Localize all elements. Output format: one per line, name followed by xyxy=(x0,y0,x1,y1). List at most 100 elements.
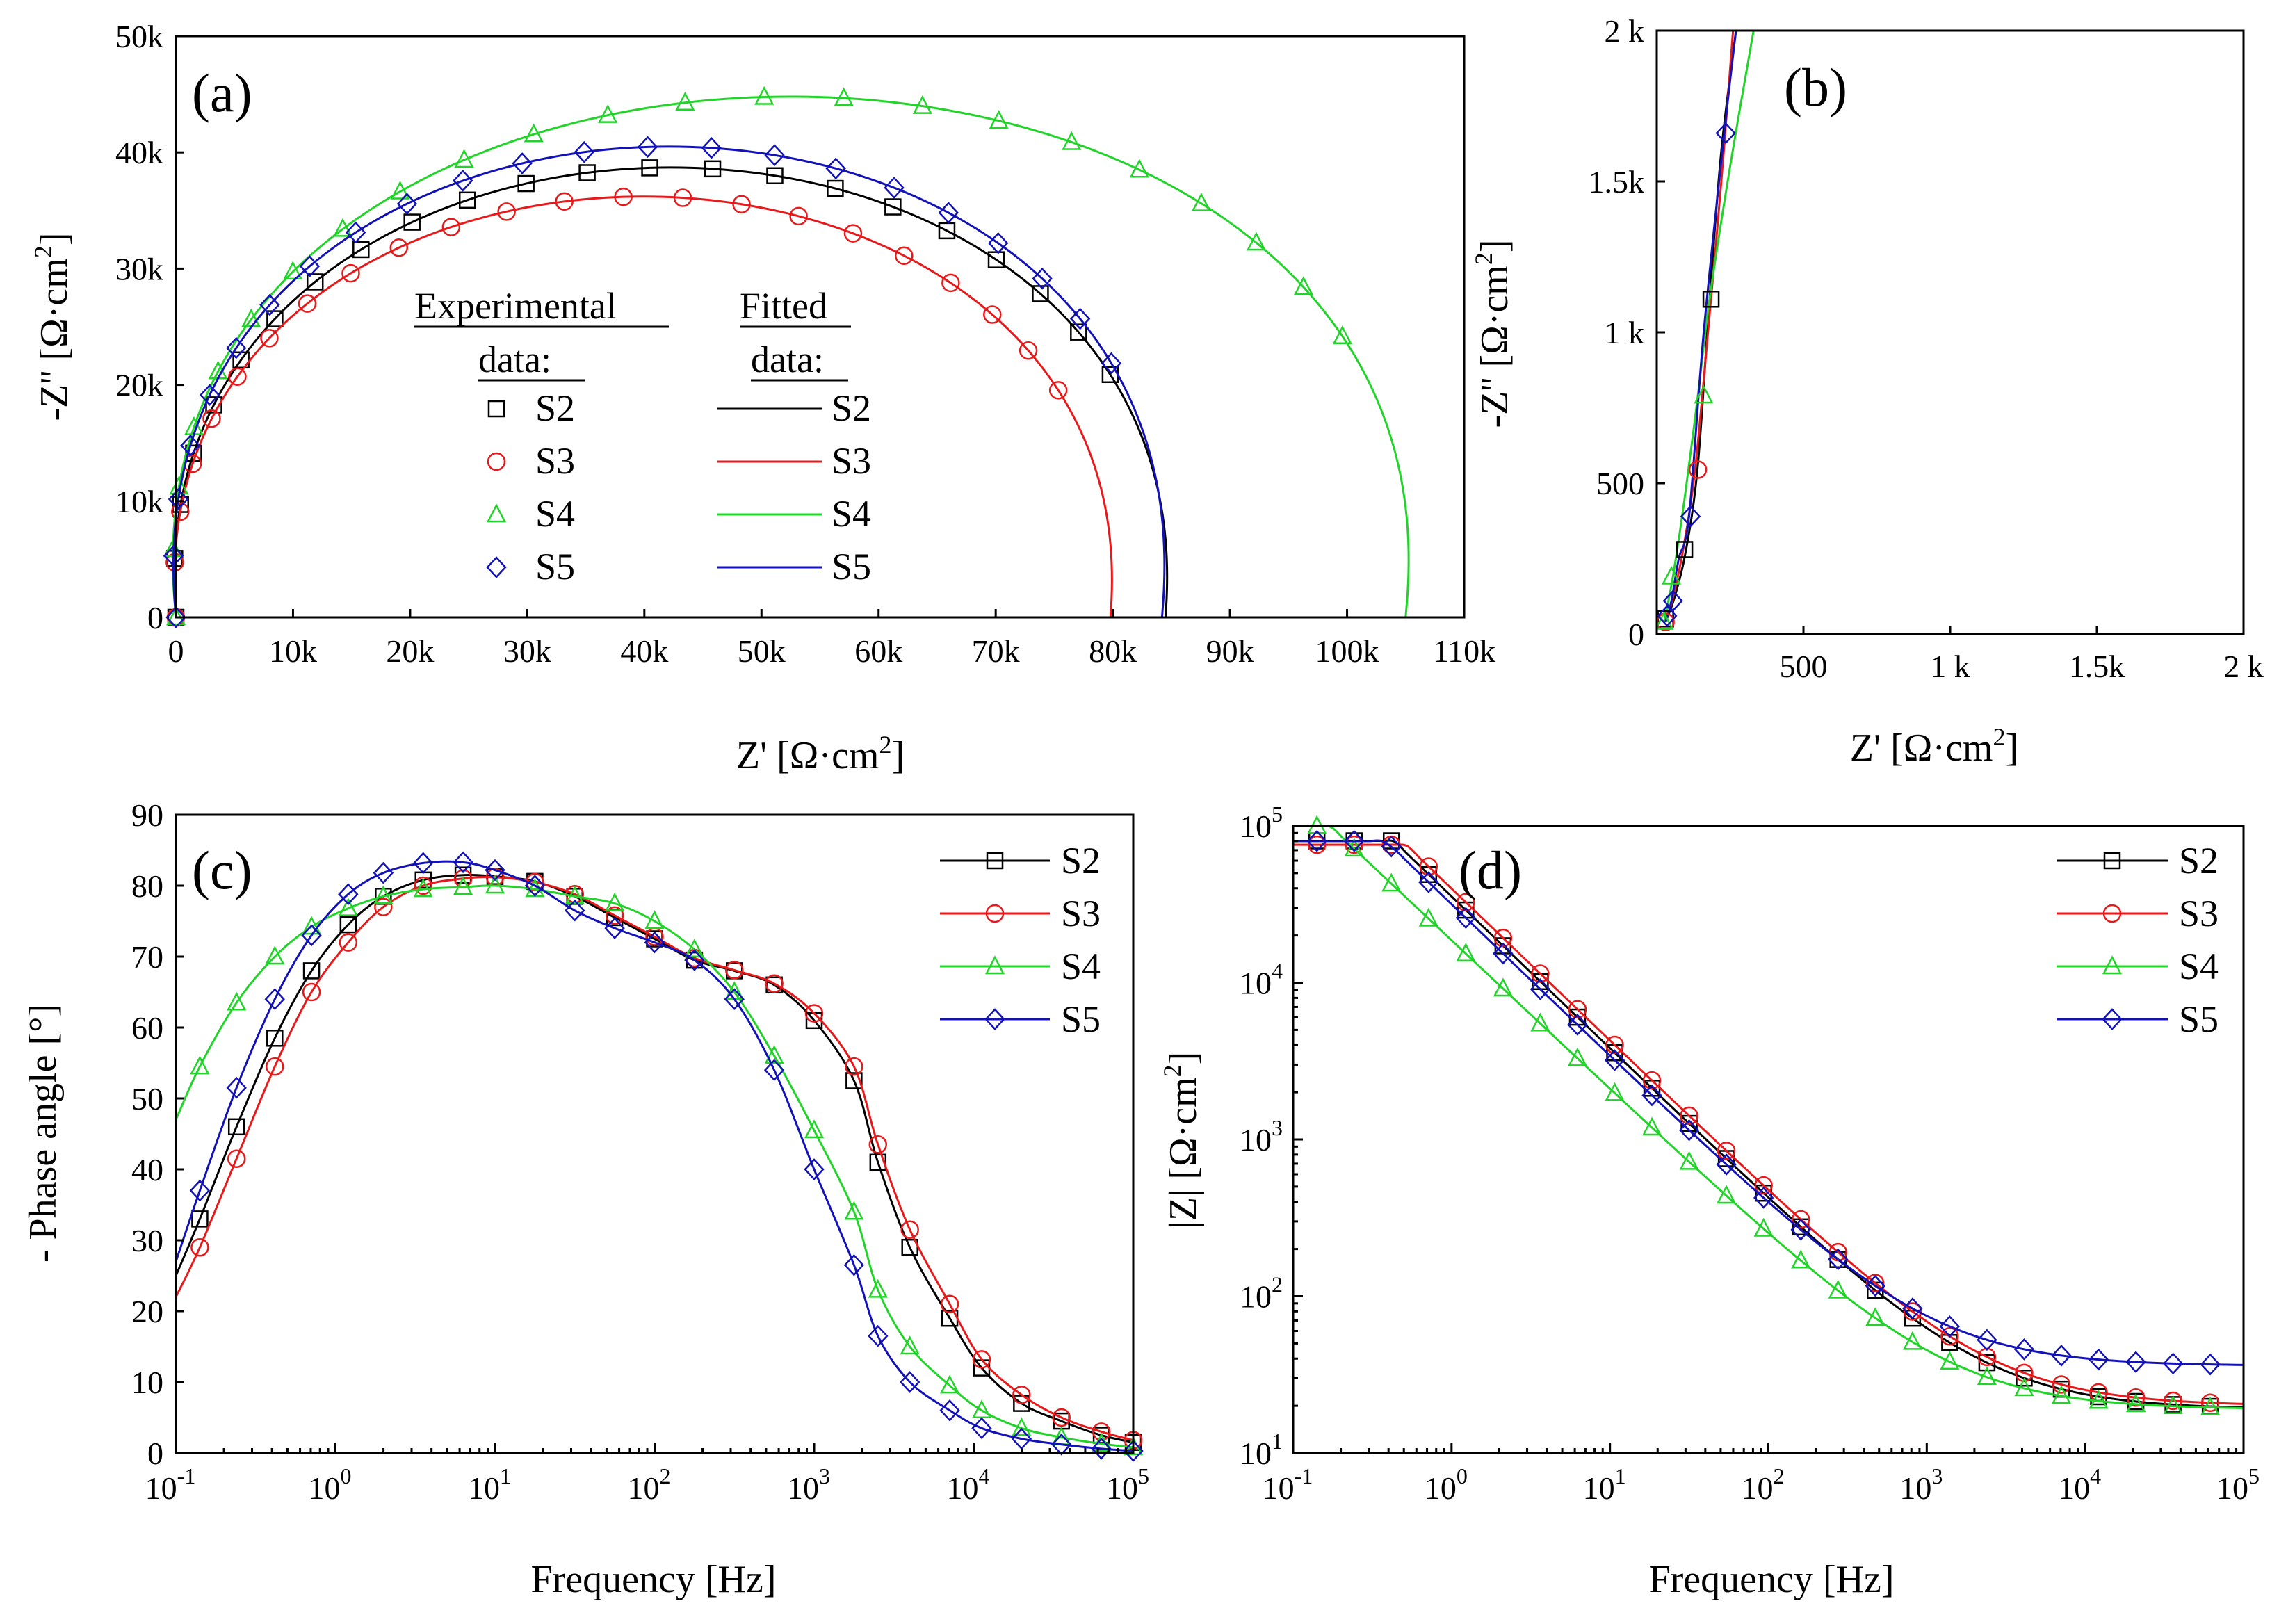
panel-a-plot-area xyxy=(163,86,1410,628)
data-point-S5 xyxy=(180,435,201,457)
data-point-S5 xyxy=(574,140,594,163)
legend-label-S3: S3 xyxy=(1061,893,1101,934)
data-point-S2 xyxy=(227,1118,245,1136)
legend-marker-S3 xyxy=(985,904,1005,923)
data-point-S4 xyxy=(413,878,433,898)
data-point-S4 xyxy=(1344,838,1364,857)
y-tick-label: 40k xyxy=(115,135,163,170)
data-point-S3 xyxy=(1791,1210,1810,1229)
data-point-S4 xyxy=(1012,1417,1032,1436)
data-point-S3 xyxy=(414,876,432,895)
data-point-S3 xyxy=(260,329,279,348)
x-tick-label: 100 xyxy=(1425,1463,1468,1506)
data-point-S4 xyxy=(1828,1279,1848,1299)
data-point-S5 xyxy=(396,193,418,215)
data-point-S3 xyxy=(1531,964,1550,983)
data-point-S4 xyxy=(989,110,1009,129)
data-point-S2 xyxy=(1978,1354,1996,1372)
y-tick-label: 80 xyxy=(131,868,163,904)
data-point-S5 xyxy=(2051,1345,2072,1367)
panel-d-plot-area xyxy=(1292,815,2244,1415)
data-point-S3 xyxy=(673,188,692,207)
data-point-S5 xyxy=(264,988,285,1011)
data-point-S5 xyxy=(637,136,658,159)
data-point-S2 xyxy=(266,310,284,327)
data-point-S5 xyxy=(939,1399,960,1422)
y-tick-label: 10 xyxy=(131,1365,163,1400)
data-point-S3 xyxy=(555,192,574,211)
data-point-S2 xyxy=(306,273,324,291)
data-point-S5 xyxy=(884,177,905,199)
data-point-S5 xyxy=(1051,1433,1072,1456)
data-point-S5 xyxy=(565,899,585,922)
data-point-S4 xyxy=(1717,1185,1737,1204)
data-point-S3 xyxy=(302,982,321,1002)
legend-fitted-title: Fitted xyxy=(740,285,827,327)
data-point-S5 xyxy=(988,232,1009,254)
x-tick-label: 60k xyxy=(854,633,902,669)
data-point-S3 xyxy=(1754,1176,1773,1195)
data-point-S3 xyxy=(732,195,751,214)
modulus-curve-S5 xyxy=(1293,839,2244,1366)
data-point-S4 xyxy=(265,945,285,965)
data-point-S5 xyxy=(189,1179,211,1202)
x-tick-label: 101 xyxy=(468,1463,511,1506)
data-point-S5 xyxy=(971,1417,992,1440)
data-point-S3 xyxy=(895,246,914,266)
data-point-S5 xyxy=(1977,1329,1997,1351)
data-point-S4 xyxy=(524,123,544,143)
panel-c-legend: S2 S3 S4 S5 xyxy=(940,840,1101,1040)
y-tick-label: 0 xyxy=(1628,617,1644,652)
data-point-S2 xyxy=(845,1072,863,1089)
data-point-S3 xyxy=(1419,857,1438,876)
x-tick-label: 50k xyxy=(738,633,786,669)
legend-label-S4: S4 xyxy=(2179,945,2219,987)
data-point-S4 xyxy=(1977,1366,1997,1386)
data-point-S4 xyxy=(1605,1082,1625,1101)
y-tick-label: 2 k xyxy=(1605,13,1645,49)
data-point-S4 xyxy=(754,86,774,105)
legend-exp-label-S3: S3 xyxy=(535,440,575,482)
data-point-S3 xyxy=(868,1135,888,1154)
data-point-S3 xyxy=(900,1220,919,1239)
data-point-S5 xyxy=(1715,122,1736,145)
data-point-S2 xyxy=(938,222,956,240)
nyquist-panel-a: 0 10k 20k 30k 40k 50k 60k 70k 80k 90k 100k 110k 0 10k… xyxy=(29,19,1495,777)
legend-marker-S5 xyxy=(486,556,507,578)
y-tick-label: 30k xyxy=(115,251,163,286)
data-point-S5 xyxy=(1069,307,1091,330)
fit-curve-S3 xyxy=(1664,31,1735,623)
data-point-S3 xyxy=(804,1004,824,1023)
legend-marker-S4 xyxy=(2102,955,2123,975)
x-tick-label: 20k xyxy=(386,633,434,669)
data-point-S5 xyxy=(1381,835,1402,858)
data-point-S3 xyxy=(1568,1000,1587,1019)
data-point-S3 xyxy=(1688,460,1708,479)
y-tick-label: 101 xyxy=(1240,1429,1283,1471)
panel-c-y-axis-title: - Phase angle [°] xyxy=(22,1004,65,1262)
data-point-S3 xyxy=(227,1149,246,1168)
data-point-S5 xyxy=(338,883,359,906)
legend-label-S4: S4 xyxy=(1061,945,1101,987)
data-point-S4 xyxy=(373,885,394,904)
modulus-curve-S4 xyxy=(1293,825,2244,1409)
data-point-S3 xyxy=(845,1057,863,1076)
data-point-S5 xyxy=(2162,1352,2184,1375)
data-point-S5 xyxy=(868,1324,889,1347)
legend-marker-S2 xyxy=(986,852,1004,870)
data-point-S4 xyxy=(338,897,358,916)
data-point-S4 xyxy=(1753,1217,1774,1237)
x-tick-label: 104 xyxy=(947,1463,990,1506)
data-point-S3 xyxy=(1048,381,1068,400)
legend-label-S5: S5 xyxy=(2179,998,2219,1040)
data-point-S3 xyxy=(1680,1106,1698,1126)
legend-fit-label-S4: S4 xyxy=(832,493,871,535)
y-tick-label: 20k xyxy=(115,368,163,403)
nyquist-zoom-panel-b: 500 1 k 1.5k 2 k 0 500 1 k 1.5k 2 k (b) Z' [Ω·cm… xyxy=(1470,13,2264,770)
data-point-S4 xyxy=(605,892,625,911)
panel-a-legend: Experimental data: Fitted data: S2 S2 S3 S3… xyxy=(414,285,871,587)
phase-curve-S5 xyxy=(175,860,1134,1452)
data-point-S4 xyxy=(912,95,932,114)
x-tick-label: 100k xyxy=(1315,633,1379,669)
